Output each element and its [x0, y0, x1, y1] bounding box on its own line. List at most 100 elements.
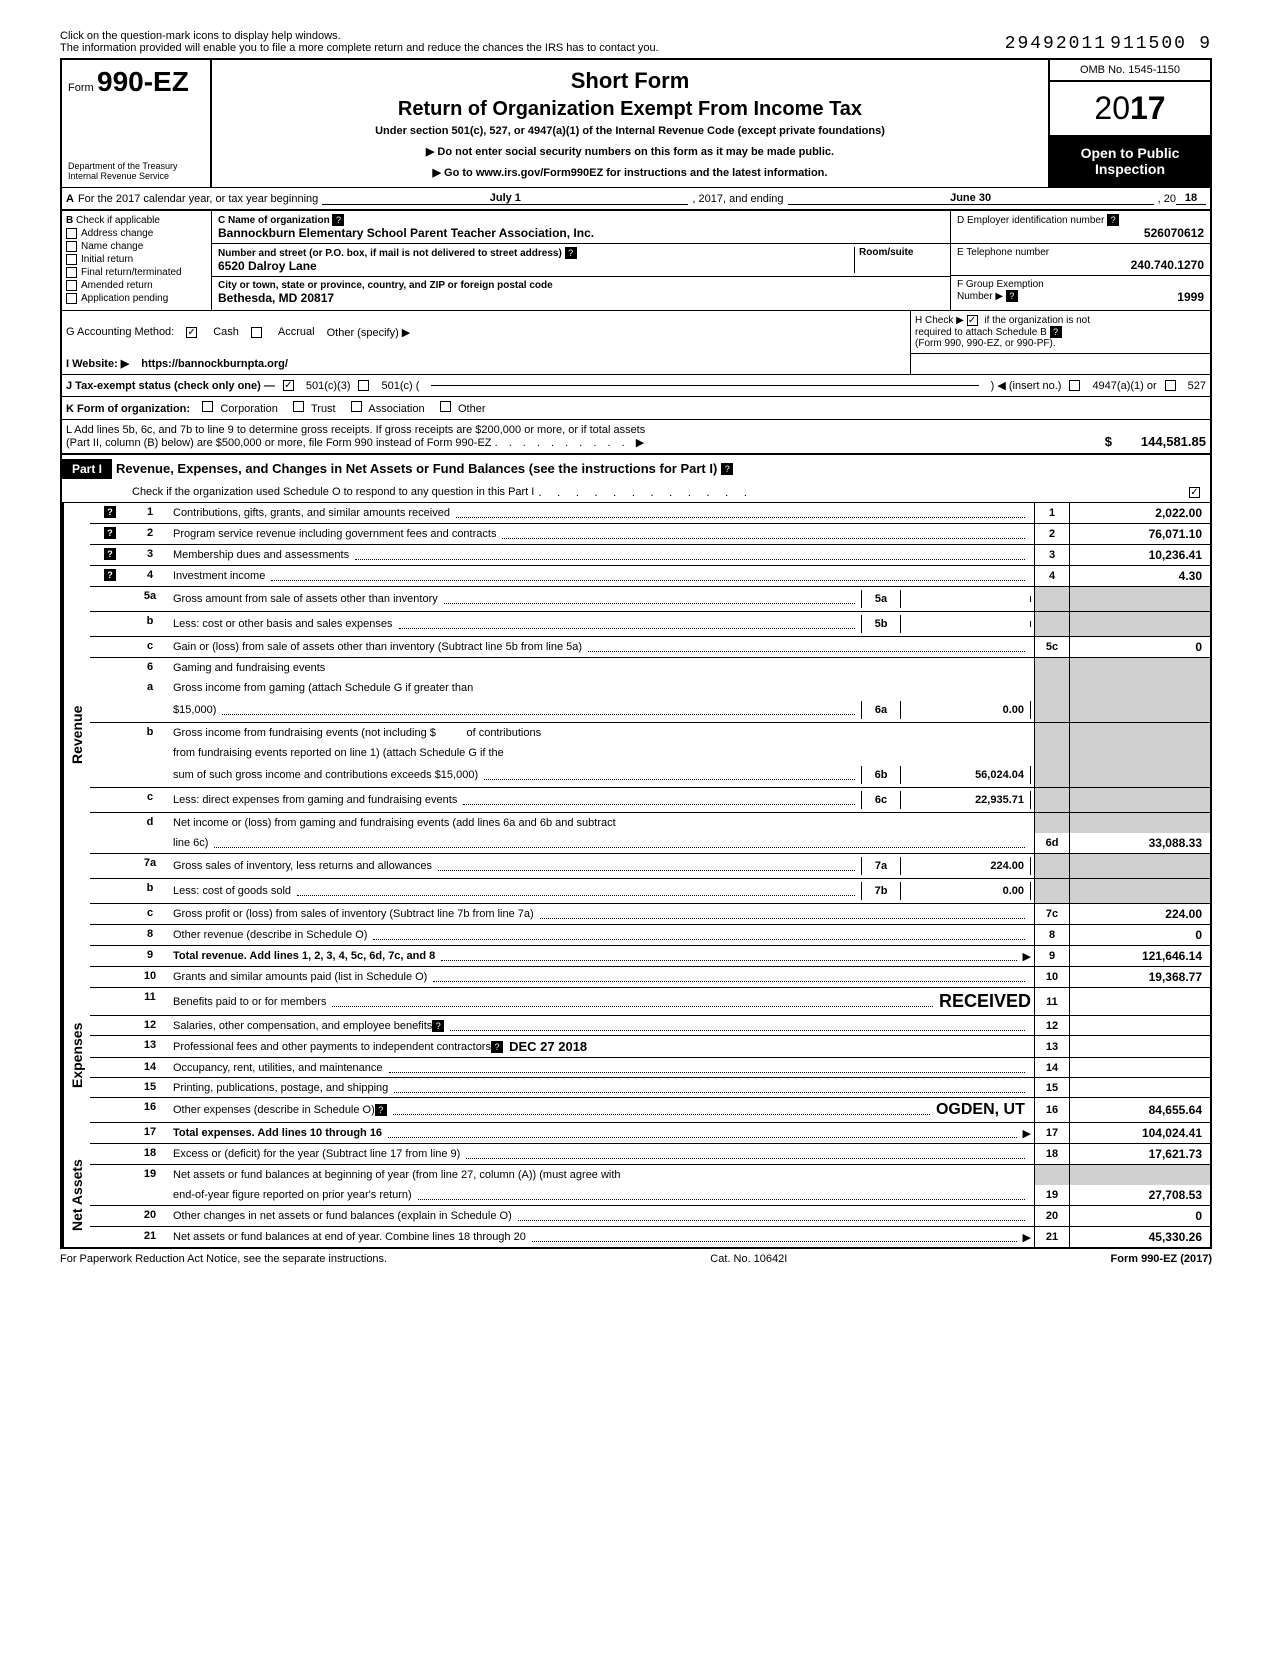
help-icon[interactable]: ? [491, 1041, 503, 1053]
checkbox-cash[interactable]: ✓ [186, 327, 197, 338]
website-value: https://bannockburnpta.org/ [141, 358, 288, 370]
section-a-text2: , 2017, and ending [692, 193, 783, 205]
part1-check-text: Check if the organization used Schedule … [62, 484, 538, 500]
line4-value: 4.30 [1070, 566, 1210, 586]
help-icon[interactable]: ? [565, 247, 577, 259]
line8-value: 0 [1070, 925, 1210, 945]
line11-value [1070, 988, 1210, 1015]
form-header: Form 990-EZ Department of the Treasury I… [60, 58, 1212, 187]
line10-value: 19,368.77 [1070, 967, 1210, 987]
footer-left: For Paperwork Reduction Act Notice, see … [60, 1253, 387, 1265]
row-j: J Tax-exempt status (check only one) — ✓… [60, 374, 1212, 396]
line19-value: 27,708.53 [1070, 1185, 1210, 1205]
checkbox-trust[interactable] [293, 401, 304, 412]
checkbox-501c[interactable] [358, 380, 369, 391]
help-icon[interactable]: ? [332, 214, 344, 226]
label-b: B [66, 215, 73, 226]
checkbox-accrual[interactable] [251, 327, 262, 338]
help-note-2: The information provided will enable you… [60, 42, 1005, 54]
accounting-label: G Accounting Method: [66, 326, 174, 338]
side-label-expenses: Expenses [62, 967, 90, 1144]
row-i: I Website: ▶ https://bannockburnpta.org/ [60, 353, 1212, 374]
checkbox-initial-return[interactable] [66, 254, 77, 265]
checkbox-final-return[interactable] [66, 267, 77, 278]
checkbox-pending[interactable] [66, 293, 77, 304]
data-table: Revenue ? 1 Contributions, gifts, grants… [60, 503, 1212, 1249]
addr-label: Number and street (or P.O. box, if mail … [218, 248, 562, 259]
phone-label: E Telephone number [957, 247, 1049, 258]
line12-value [1070, 1016, 1210, 1035]
side-label-revenue: Revenue [62, 503, 90, 967]
room-label: Room/suite [859, 247, 913, 258]
checkbox-4947[interactable] [1069, 380, 1080, 391]
part1-check-row: Check if the organization used Schedule … [60, 482, 1212, 503]
arrow-line-1: ▶ Do not enter social security numbers o… [220, 145, 1040, 158]
help-icon[interactable]: ? [1107, 214, 1119, 226]
street-address: 6520 Dalroy Lane [218, 259, 317, 273]
side-label-netassets: Net Assets [62, 1144, 90, 1247]
line5b-value [901, 621, 1031, 627]
help-icon[interactable]: ? [104, 569, 116, 581]
received-stamp: RECEIVED [939, 991, 1031, 1012]
help-icon[interactable]: ? [1050, 326, 1062, 338]
tax-exempt-label: J Tax-exempt status (check only one) — [66, 380, 275, 392]
row-k: K Form of organization: Corporation Trus… [60, 396, 1212, 419]
checkbox-corporation[interactable] [202, 401, 213, 412]
tax-year-yr: 18 [1176, 192, 1206, 205]
line14-value [1070, 1058, 1210, 1077]
checkbox-527[interactable] [1165, 380, 1176, 391]
row-l-text1: L Add lines 5b, 6c, and 7b to line 9 to … [66, 424, 1026, 436]
section-a-text3: , 20 [1158, 193, 1176, 205]
help-icon[interactable]: ? [1006, 290, 1018, 302]
col-c: C Name of organization ? Bannockburn Ele… [212, 211, 950, 310]
checkbox-schedule-o[interactable]: ✓ [1189, 487, 1200, 498]
ein-value: 526070612 [957, 226, 1204, 240]
open-public: Open to Public Inspection [1050, 137, 1210, 187]
org-name: Bannockburn Elementary School Parent Tea… [218, 226, 594, 240]
page-footer: For Paperwork Reduction Act Notice, see … [60, 1249, 1212, 1265]
form-org-label: K Form of organization: [66, 403, 190, 415]
line3-value: 10,236.41 [1070, 545, 1210, 565]
line2-value: 76,071.10 [1070, 524, 1210, 544]
row-l: L Add lines 5b, 6c, and 7b to line 9 to … [60, 419, 1212, 455]
help-icon[interactable]: ? [432, 1020, 444, 1032]
line1-value: 2,022.00 [1070, 503, 1210, 523]
line9-value: 121,646.14 [1070, 946, 1210, 966]
col-b: B Check if applicable Address change Nam… [62, 211, 212, 310]
name-label: C Name of organization [218, 215, 330, 226]
label-a: A [66, 193, 74, 205]
line6d-value: 33,088.33 [1070, 833, 1210, 853]
website-label: I Website: ▶ [66, 357, 129, 370]
stamp-2: 911500 [1110, 34, 1187, 54]
help-icon[interactable]: ? [721, 463, 733, 475]
section-a-text1: For the 2017 calendar year, or tax year … [78, 193, 318, 205]
help-icon[interactable]: ? [104, 506, 116, 518]
form-number: 990-EZ [97, 66, 189, 97]
checkbox-association[interactable] [351, 401, 362, 412]
group-exempt-label: F Group Exemption [957, 279, 1044, 290]
line20-value: 0 [1070, 1206, 1210, 1226]
checkbox-schedule-b[interactable]: ✓ [967, 315, 978, 326]
footer-center: Cat. No. 10642I [710, 1253, 787, 1265]
line6c-value: 22,935.71 [901, 791, 1031, 809]
checkbox-501c3[interactable]: ✓ [283, 380, 294, 391]
help-icon[interactable]: ? [104, 527, 116, 539]
return-title: Return of Organization Exempt From Incom… [220, 98, 1040, 121]
city-label: City or town, state or province, country… [218, 280, 553, 291]
checkbox-name-change[interactable] [66, 241, 77, 252]
city-state-zip: Bethesda, MD 20817 [218, 291, 334, 305]
header-center: Short Form Return of Organization Exempt… [212, 60, 1050, 187]
checkbox-address-change[interactable] [66, 228, 77, 239]
phone-value: 240.740.1270 [957, 258, 1204, 272]
line17-value: 104,024.41 [1070, 1123, 1210, 1143]
line6a-value: 0.00 [901, 701, 1031, 719]
row-h: H Check ▶ ✓ if the organization is not r… [910, 311, 1210, 353]
checkbox-amended[interactable] [66, 280, 77, 291]
checkbox-other[interactable] [440, 401, 451, 412]
help-icon[interactable]: ? [104, 548, 116, 560]
ein-label: D Employer identification number [957, 215, 1104, 226]
line7b-value: 0.00 [901, 882, 1031, 900]
help-icon[interactable]: ? [375, 1104, 387, 1116]
tax-year-end: June 30 [788, 192, 1154, 205]
tax-year-begin: July 1 [322, 192, 688, 205]
